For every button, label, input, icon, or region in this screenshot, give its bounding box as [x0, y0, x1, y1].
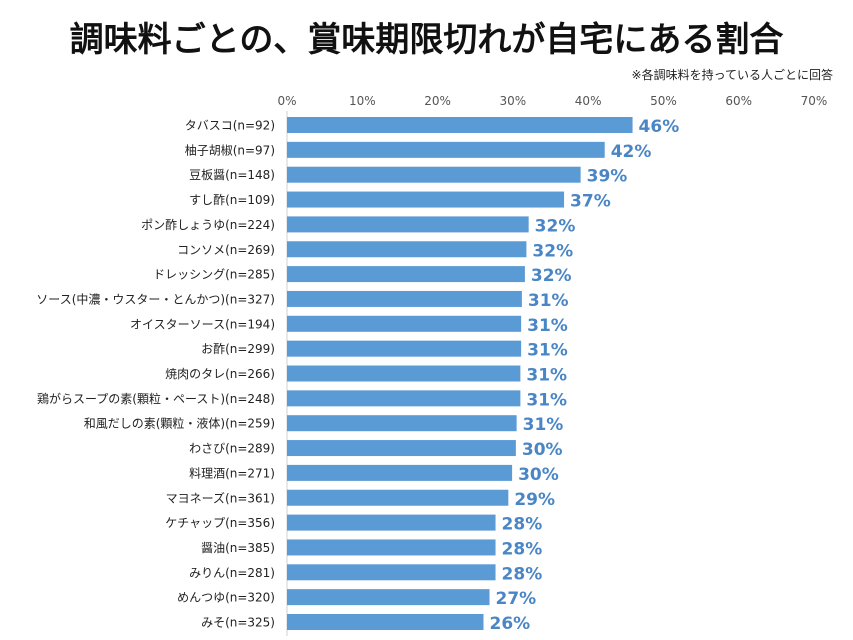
category-label: ドレッシング(n=285): [153, 268, 275, 282]
value-label: 46%: [639, 117, 680, 137]
bar: [287, 141, 605, 158]
bar: [287, 514, 496, 531]
value-label: 31%: [528, 291, 569, 311]
bar: [287, 489, 509, 506]
x-tick-label: 60%: [725, 94, 752, 108]
category-label: タバスコ(n=92): [185, 119, 275, 133]
category-label: すし酢(n=109): [189, 192, 275, 207]
value-label: 26%: [489, 614, 530, 634]
bar: [287, 415, 517, 432]
x-tick-label: 70%: [801, 94, 828, 108]
bar: [287, 117, 633, 133]
value-label: 28%: [502, 564, 543, 584]
x-tick-label: 30%: [500, 94, 527, 108]
value-label: 32%: [535, 216, 576, 236]
value-label: 31%: [526, 366, 567, 386]
bar: [287, 390, 521, 407]
x-tick-label: 0%: [277, 94, 296, 108]
value-label: 42%: [611, 142, 652, 162]
value-label: 32%: [531, 266, 572, 286]
bar: [287, 564, 496, 581]
bar: [287, 290, 522, 307]
category-label: お酢(n=299): [201, 341, 275, 356]
value-label: 31%: [526, 390, 567, 410]
bar: [287, 315, 522, 332]
category-label: オイスターソース(n=194): [130, 317, 275, 331]
category-label: ケチャップ(n=356): [165, 516, 275, 530]
chart-note: ※各調味料を持っている人ごとに回答: [631, 68, 833, 82]
category-label: 和風だしの素(顆粒・液体)(n=259): [84, 416, 275, 431]
category-label: 柚子胡椒(n=97): [185, 142, 275, 157]
bar: [287, 539, 496, 556]
value-label: 31%: [527, 316, 568, 336]
category-label: 豆板醤(n=148): [189, 167, 275, 182]
bar: [287, 589, 490, 606]
category-label: ポン酢しょうゆ(n=224): [141, 217, 275, 232]
value-label: 39%: [587, 167, 628, 187]
chart-title: 調味料ごとの、賞味期限切れが自宅にある割合: [69, 20, 784, 60]
bar: [287, 340, 522, 357]
category-label: めんつゆ(n=320): [177, 591, 275, 605]
bar: [287, 266, 525, 283]
value-label: 27%: [496, 589, 537, 609]
bar: [287, 241, 527, 258]
value-label: 37%: [570, 192, 611, 212]
category-label: みそ(n=325): [201, 616, 275, 630]
value-label: 29%: [514, 490, 555, 510]
category-label: わさび(n=289): [189, 442, 275, 456]
bar: [287, 216, 529, 233]
category-label: 焼肉のタレ(n=266): [165, 367, 275, 381]
bar: [287, 464, 513, 481]
category-label: みりん(n=281): [189, 566, 275, 580]
value-label: 31%: [523, 415, 564, 435]
x-tick-label: 50%: [650, 94, 677, 108]
category-label: 醤油(n=385): [201, 540, 275, 555]
value-label: 30%: [518, 465, 559, 485]
bar: [287, 365, 521, 382]
category-label: 鶏がらスープの素(顆粒・ペースト)(n=248): [37, 391, 275, 406]
category-label: 料理酒(n=271): [189, 466, 275, 480]
value-label: 31%: [527, 341, 568, 361]
bar: [287, 191, 565, 208]
value-label: 28%: [502, 539, 543, 559]
value-label: 30%: [522, 440, 563, 460]
category-label: マヨネーズ(n=361): [166, 490, 275, 505]
x-tick-label: 20%: [424, 94, 451, 108]
value-label: 28%: [502, 515, 543, 535]
bar: [287, 614, 484, 630]
category-label: コンソメ(n=269): [177, 243, 275, 257]
value-label: 32%: [532, 241, 573, 261]
category-label: ソース(中濃・ウスター・とんかつ)(n=327): [36, 291, 275, 306]
x-tick-label: 10%: [349, 94, 376, 108]
x-tick-label: 40%: [575, 94, 602, 108]
bar: [287, 440, 516, 457]
bar: [287, 166, 581, 183]
